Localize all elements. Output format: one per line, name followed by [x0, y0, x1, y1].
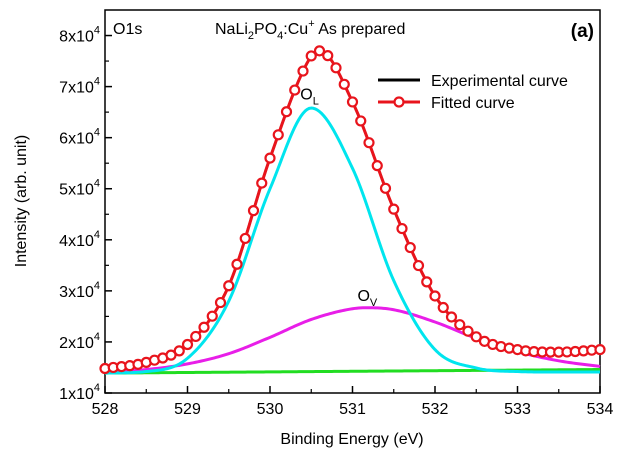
sample-title: NaLi2PO4:Cu+ As prepared: [215, 18, 405, 42]
fitted-curve-marker: [280, 106, 293, 118]
fitted-curve-marker: [272, 129, 284, 141]
fitted-curve-marker: [165, 349, 177, 361]
fitted-curve-marker: [313, 45, 326, 57]
y-tick-label: 4x104: [59, 229, 100, 250]
legend-label-experimental: Experimental curve: [431, 73, 568, 90]
y-tick-label: 3x104: [59, 280, 100, 301]
fitted-curve-marker: [223, 280, 235, 292]
fitted-curve-marker: [388, 203, 400, 215]
fitted-curve-marker: [363, 137, 375, 149]
fitted-curve-marker: [322, 50, 334, 62]
x-tick-label: 533: [504, 401, 531, 418]
fitted-curve-marker: [346, 96, 359, 108]
x-axis-label: Binding Energy (eV): [280, 431, 423, 448]
sample-title-tail: As prepared: [315, 21, 406, 38]
fitted-curve-marker: [264, 152, 276, 164]
x-tick-label: 531: [339, 401, 366, 418]
ol-component-curve: [104, 106, 600, 375]
legend: Experimental curve Fitted curve: [378, 73, 568, 112]
fitted-curve-marker: [371, 160, 383, 172]
fitted-curve-marker: [173, 345, 185, 357]
fitted-curve-marker: [305, 50, 317, 62]
fitted-curve-marker: [297, 65, 309, 77]
fitted-curve-marker: [412, 259, 425, 272]
y-tick-label: 5x104: [59, 178, 100, 199]
x-tick-label: 528: [92, 401, 119, 418]
y-axis-label: Intensity (arb. unit): [13, 135, 30, 268]
fitted-curve-marker: [437, 301, 449, 314]
fitted-curve-marker: [421, 276, 433, 288]
legend-label-fitted: Fitted curve: [431, 95, 515, 112]
x-tick-label: 529: [174, 401, 201, 418]
fitted-curve-marker: [355, 115, 367, 127]
fitted-curve-marker: [594, 343, 606, 356]
sample-title-base: NaLi: [215, 21, 248, 38]
sample-title-sub2: 4: [277, 30, 283, 42]
y-tick-label: 8x104: [59, 25, 100, 46]
fitted-curve-marker: [214, 296, 227, 309]
chart-series: OL OV: [99, 45, 606, 375]
sample-title-sup: +: [308, 18, 314, 30]
sample-title-sub1: 2: [248, 30, 254, 42]
x-tick-label: 532: [422, 401, 449, 418]
sample-title-mid: PO: [254, 21, 277, 38]
x-tick-label: 534: [587, 401, 614, 418]
fitted-curve-marker: [289, 84, 301, 96]
fitted-curve-marker: [206, 310, 218, 322]
fitted-curve-marker: [256, 177, 268, 189]
core-level-label: O1s: [113, 21, 142, 38]
plot-frame: [104, 9, 601, 394]
legend-marker-fitted: [393, 96, 405, 108]
fitted-curve-marker: [247, 205, 260, 217]
panel-label: (a): [571, 21, 594, 42]
fitted-curve-marker: [462, 325, 474, 337]
fitted-curve-marker: [379, 182, 392, 194]
x-tick-label: 530: [257, 401, 284, 418]
y-tick-label: 6x104: [59, 127, 100, 148]
peak-annotation-l: OL: [300, 86, 319, 107]
fitted-curve-marker: [396, 222, 408, 235]
fitted-curve-marker: [239, 232, 251, 245]
peak-annotation-v: OV: [357, 288, 377, 309]
fitted-curve-marker: [198, 321, 210, 333]
fitted-curve-marker: [338, 78, 350, 90]
fitted-curve-marker: [181, 338, 194, 351]
sample-title-dopant: :Cu: [283, 21, 308, 38]
fitted-curve-marker: [445, 311, 458, 323]
fitted-curve-marker: [429, 290, 441, 302]
fitted-curve-marker: [330, 62, 342, 74]
axis-ticks: 528 529 530 531 532 533 534 1x104 2x104 3x104 4x10…: [59, 25, 613, 418]
fitted-curve-marker: [470, 331, 482, 343]
fitted-curve-marker: [404, 241, 416, 254]
y-tick-label: 2x104: [59, 331, 100, 352]
fitted-curve-marker: [454, 319, 466, 331]
y-tick-label: 1x104: [59, 382, 100, 403]
fitted-curve-marker: [190, 330, 202, 343]
y-tick-label: 7x104: [59, 76, 100, 97]
fitted-curve-marker: [231, 258, 243, 270]
